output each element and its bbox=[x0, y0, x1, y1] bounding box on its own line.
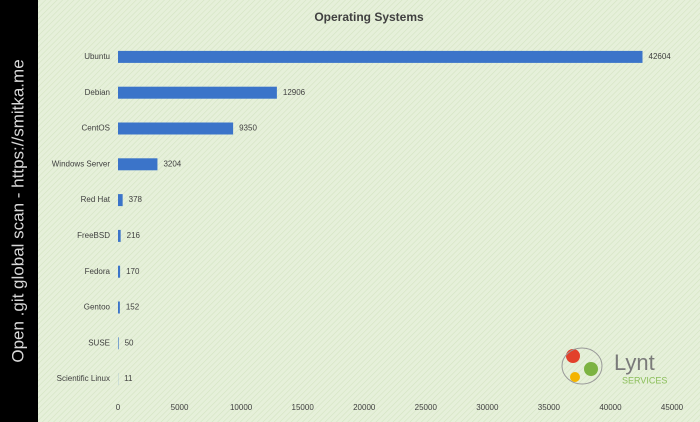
bar bbox=[118, 194, 123, 207]
x-tick-label: 15000 bbox=[292, 403, 315, 412]
y-tick-label: CentOS bbox=[82, 124, 110, 133]
x-tick-label: 35000 bbox=[538, 403, 561, 412]
y-tick-label: Scientific Linux bbox=[57, 374, 110, 383]
side-text: Open .git global scan - https://smitka.m… bbox=[8, 59, 27, 362]
y-tick-label: FreeBSD bbox=[77, 231, 110, 240]
logo-tagline: SERVICES bbox=[622, 375, 667, 385]
value-label: 170 bbox=[126, 267, 140, 276]
bar bbox=[118, 122, 234, 135]
x-tick-label: 0 bbox=[116, 403, 121, 412]
x-tick-label: 30000 bbox=[476, 403, 499, 412]
bar bbox=[118, 301, 120, 314]
side-strip bbox=[0, 0, 38, 422]
y-tick-label: Ubuntu bbox=[84, 52, 110, 61]
bar bbox=[118, 86, 277, 99]
y-tick-label: SUSE bbox=[88, 338, 110, 347]
value-label: 42604 bbox=[649, 52, 672, 61]
chart-title: Operating Systems bbox=[314, 10, 424, 24]
y-tick-label: Windows Server bbox=[52, 159, 111, 168]
value-label: 11 bbox=[124, 374, 133, 383]
logo-gear bbox=[584, 362, 598, 376]
value-label: 12906 bbox=[283, 88, 306, 97]
value-label: 216 bbox=[127, 231, 141, 240]
logo-gear bbox=[566, 349, 580, 363]
logo-ring bbox=[561, 347, 603, 385]
y-tick-label: Gentoo bbox=[84, 303, 111, 312]
x-tick-label: 40000 bbox=[599, 403, 622, 412]
value-label: 9350 bbox=[239, 124, 257, 133]
bar bbox=[118, 229, 121, 242]
bar bbox=[118, 265, 121, 278]
x-tick-label: 45000 bbox=[661, 403, 684, 412]
bar bbox=[118, 50, 643, 63]
x-tick-label: 20000 bbox=[353, 403, 376, 412]
value-label: 50 bbox=[125, 338, 134, 347]
value-label: 3204 bbox=[163, 159, 181, 168]
bar bbox=[118, 158, 158, 171]
value-label: 378 bbox=[129, 195, 143, 204]
y-tick-label: Debian bbox=[85, 88, 110, 97]
logo-name: Lynt bbox=[614, 350, 655, 375]
x-tick-label: 10000 bbox=[230, 403, 253, 412]
logo: Lynt SERVICES bbox=[561, 347, 667, 385]
y-tick-label: Fedora bbox=[85, 267, 111, 276]
x-tick-label: 25000 bbox=[415, 403, 438, 412]
x-tick-label: 5000 bbox=[171, 403, 189, 412]
y-tick-label: Red Hat bbox=[81, 195, 111, 204]
bar bbox=[118, 337, 119, 350]
logo-gear bbox=[570, 372, 580, 382]
value-label: 152 bbox=[126, 303, 140, 312]
